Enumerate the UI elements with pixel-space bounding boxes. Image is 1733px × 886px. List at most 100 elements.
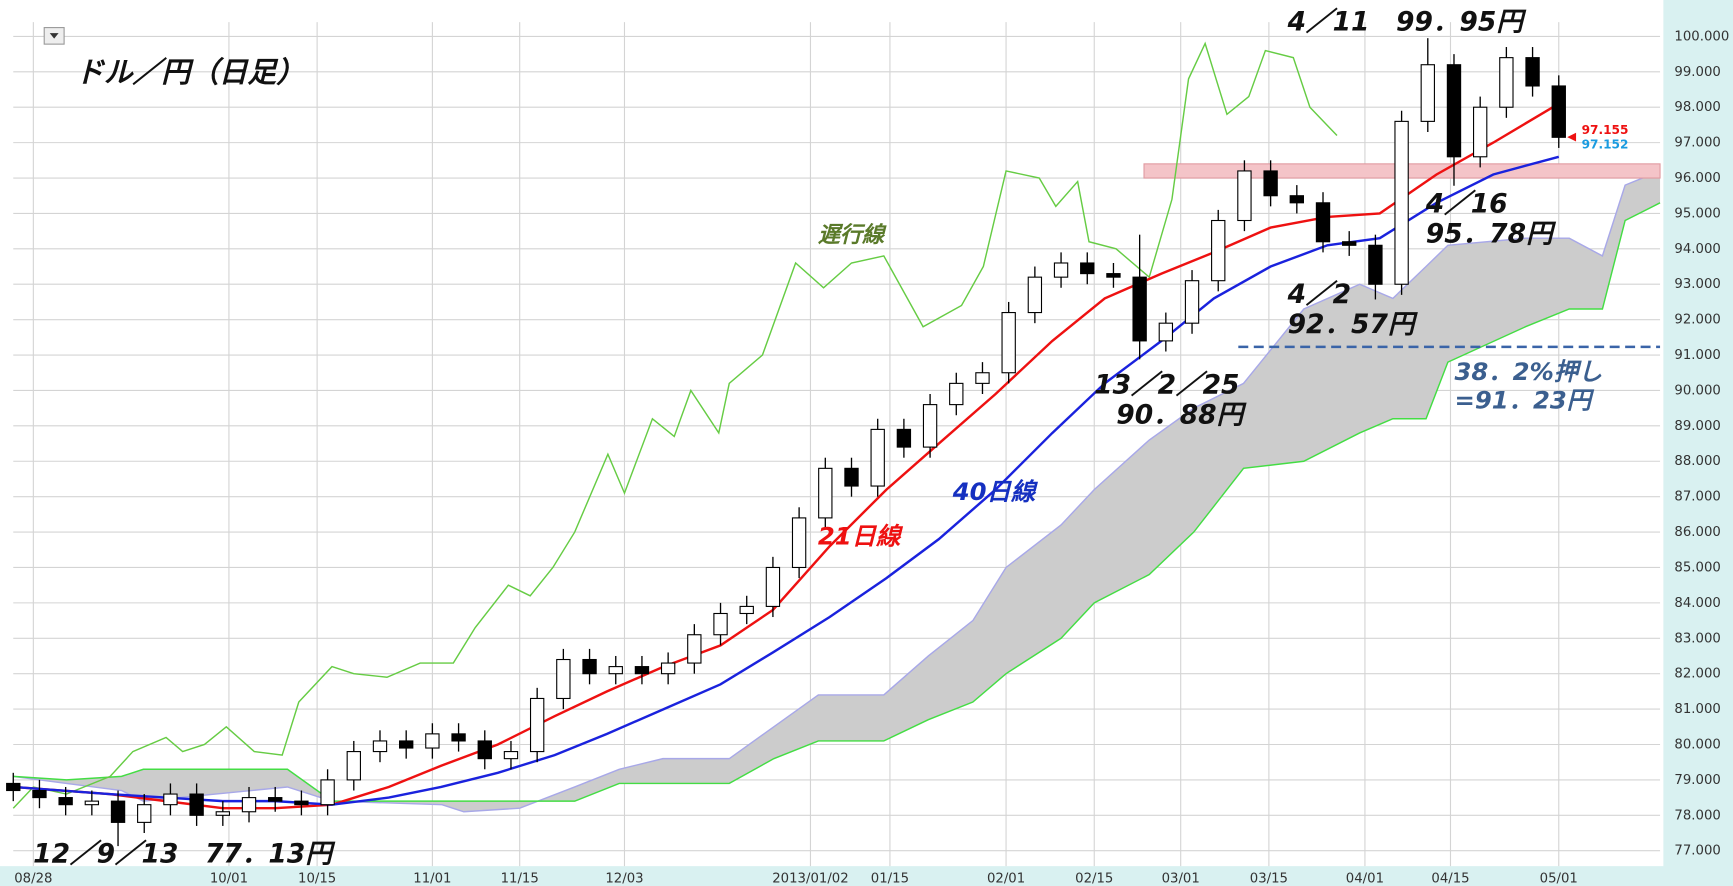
y-tick-label: 77.000: [1674, 844, 1720, 859]
y-tick-label: 85.000: [1674, 560, 1720, 575]
y-tick-label: 89.000: [1674, 419, 1720, 434]
y-tick-label: 97.000: [1674, 136, 1720, 151]
candle-body: [556, 658, 571, 700]
candle-body: [896, 428, 912, 448]
x-tick-label: 05/01: [1540, 871, 1578, 886]
candle-body: [215, 811, 231, 816]
candle-body: [1289, 195, 1305, 204]
last-price-label: 97.152: [1582, 137, 1629, 151]
x-tick-label: 12/03: [605, 871, 643, 886]
candle-body: [1237, 170, 1252, 222]
last-price-label: 97.155: [1582, 123, 1629, 137]
ma21-line: [13, 102, 1560, 810]
annotation: 38．2%押し: [1454, 357, 1602, 386]
y-tick-label: 81.000: [1674, 702, 1720, 717]
y-tick-label: 95.000: [1674, 206, 1720, 221]
span-a: [13, 170, 1661, 813]
span-b: [13, 202, 1661, 802]
candle-body: [1001, 312, 1016, 374]
x-tick-label: 03/15: [1250, 871, 1288, 886]
candle-body: [1551, 85, 1566, 138]
candle-body: [477, 740, 492, 760]
annotation: 40日線: [952, 477, 1039, 506]
menu-arrow: [49, 33, 59, 39]
candle-body: [32, 789, 47, 799]
y-tick-label: 94.000: [1674, 242, 1720, 257]
candle-body: [1472, 106, 1488, 158]
candle-body: [425, 733, 440, 749]
candle-body: [503, 751, 519, 760]
x-tick-label: 04/15: [1431, 871, 1469, 886]
candle-body: [739, 605, 754, 615]
candle-body: [241, 797, 257, 813]
candle-body: [1158, 322, 1174, 342]
x-tick-label: 03/01: [1162, 871, 1200, 886]
y-tick-label: 87.000: [1674, 490, 1720, 505]
y-tick-label: 82.000: [1674, 667, 1720, 682]
candle-body: [582, 658, 597, 675]
plot: [6, 22, 1661, 867]
candle-body: [1106, 273, 1121, 278]
candle-body: [372, 740, 388, 753]
y-tick-label: 90.000: [1674, 383, 1720, 398]
candle-body: [1420, 64, 1435, 122]
candle-body: [163, 793, 178, 806]
candle-body: [1263, 170, 1278, 197]
x-tick-label: 02/01: [987, 871, 1025, 886]
candle-body: [84, 800, 100, 806]
y-tick-label: 83.000: [1674, 631, 1720, 646]
candle-body: [1080, 262, 1095, 275]
x-tick-label: 11/01: [413, 871, 451, 886]
x-tick-label: 04/01: [1346, 871, 1384, 886]
y-tick-label: 88.000: [1674, 454, 1720, 469]
candle-body: [713, 612, 728, 636]
candle-body: [1394, 120, 1409, 285]
candle-body: [634, 666, 650, 675]
y-tick-label: 79.000: [1674, 773, 1720, 788]
candle-body: [268, 797, 283, 802]
annotation: 12／9／13 77．13円: [33, 839, 335, 870]
candle-body: [922, 404, 938, 448]
y-tick-label: 96.000: [1674, 171, 1720, 186]
annotation: 92．57円: [1288, 309, 1418, 340]
candle-body: [791, 517, 807, 569]
y-tick-label: 99.000: [1674, 65, 1720, 80]
y-tick-label: 78.000: [1674, 808, 1720, 823]
y-tick-label: 100.000: [1674, 29, 1729, 44]
x-tick-label: 10/01: [210, 871, 248, 886]
candle-body: [1053, 262, 1069, 278]
y-tick-label: 98.000: [1674, 100, 1720, 115]
annotation: 95．78円: [1426, 219, 1556, 250]
candle-body: [1211, 219, 1226, 282]
y-tick-label: 80.000: [1674, 737, 1720, 752]
candle-body: [1342, 241, 1357, 246]
candle-body: [189, 793, 204, 816]
candle-body: [137, 804, 152, 823]
candle-body: [687, 634, 702, 664]
candle-body: [110, 800, 126, 823]
x-tick-label: 11/15: [501, 871, 539, 886]
annotation: =91．23円: [1454, 386, 1594, 415]
candle-body: [1499, 57, 1514, 108]
annotation: 遅行線: [818, 222, 887, 248]
candle-body: [320, 779, 335, 806]
x-axis-panel: [0, 866, 1733, 886]
annotation: 90．88円: [1116, 399, 1246, 430]
candle-body: [765, 566, 781, 607]
y-tick-label: 84.000: [1674, 596, 1720, 611]
chikou-line: [12, 41, 1338, 809]
annotation: 21日線: [818, 521, 904, 550]
candle-body: [1315, 202, 1331, 243]
candle-body: [6, 782, 21, 792]
x-tick-label: 08/28: [14, 871, 52, 886]
candle-body: [1027, 276, 1043, 314]
y-tick-label: 86.000: [1674, 525, 1720, 540]
candle-body: [949, 382, 964, 406]
candle-body: [818, 467, 833, 519]
x-tick-label: 2013/01/02: [772, 871, 848, 886]
candle-body: [294, 800, 309, 806]
annotation: 4／2: [1287, 279, 1351, 310]
x-tick-label: 10/15: [298, 871, 336, 886]
candle-body: [451, 733, 466, 742]
